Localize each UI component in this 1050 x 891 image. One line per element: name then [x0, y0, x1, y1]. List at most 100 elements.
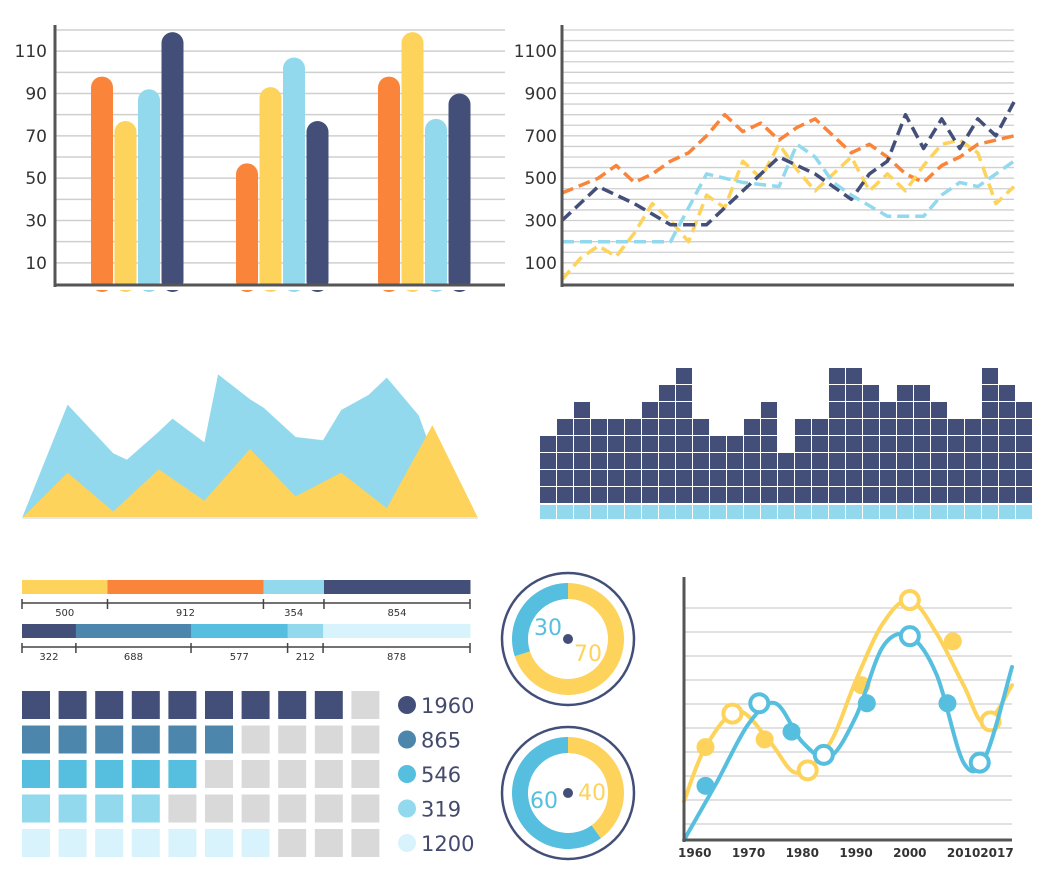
donut-slice — [511, 737, 601, 850]
block-cell — [574, 402, 590, 418]
block-cell — [659, 419, 675, 435]
grid-square — [351, 794, 380, 823]
base-cell — [778, 505, 794, 519]
block-cell — [557, 419, 573, 435]
block-cell — [659, 436, 675, 452]
segment-label: 500 — [55, 608, 74, 619]
block-cell — [965, 470, 981, 486]
block-cell — [540, 487, 556, 503]
block-cell — [914, 402, 930, 418]
donut-chart-60-40: 60 40 — [500, 725, 636, 861]
data-point — [857, 694, 876, 713]
base-cell — [744, 505, 760, 519]
bar — [91, 76, 113, 292]
grid-square — [314, 725, 343, 754]
grid-square — [351, 829, 380, 857]
grid-square — [168, 760, 197, 788]
grid-square — [131, 829, 160, 857]
grid-square — [314, 829, 343, 857]
block-cell — [625, 453, 641, 469]
stacked-segment — [75, 624, 192, 638]
block-cell — [778, 453, 794, 469]
block-cell — [642, 419, 658, 435]
block-cell — [642, 487, 658, 503]
donut-slice — [512, 583, 568, 657]
block-cell — [744, 487, 760, 503]
block-cell — [1016, 436, 1032, 452]
segment-label: 212 — [296, 652, 315, 663]
block-cell — [982, 368, 998, 384]
grid-square — [131, 760, 160, 788]
axis-mask — [53, 284, 505, 290]
legend-dot — [398, 730, 416, 749]
block-cell — [676, 487, 692, 503]
grid-square — [22, 760, 50, 788]
bar — [138, 89, 160, 293]
data-point — [755, 730, 774, 749]
block-cell — [744, 436, 760, 452]
block-cell — [931, 436, 947, 452]
grid-square — [205, 725, 233, 754]
block-cell — [863, 385, 879, 401]
grid-square — [351, 691, 380, 719]
legend-value: 1960 — [421, 694, 474, 718]
base-cell — [659, 505, 675, 519]
bar — [236, 163, 258, 292]
grid-square — [241, 794, 270, 823]
block-cell — [795, 487, 811, 503]
block-cell — [727, 453, 743, 469]
y-tick-label: 10 — [25, 254, 47, 274]
block-cell — [744, 470, 760, 486]
block-cell — [1016, 419, 1032, 435]
bar — [425, 118, 447, 293]
block-cell — [608, 487, 624, 503]
block-cell — [608, 453, 624, 469]
segment-label: 354 — [284, 608, 303, 619]
block-cell — [846, 487, 862, 503]
block-cell — [863, 436, 879, 452]
block-cell — [863, 419, 879, 435]
y-tick-label: 30 — [25, 212, 47, 232]
block-cell — [897, 385, 913, 401]
grid-square — [314, 760, 343, 788]
block-cell — [829, 419, 845, 435]
grid-square — [278, 829, 307, 857]
grid-square — [131, 794, 160, 823]
grid-square — [241, 691, 270, 719]
block-cell — [982, 385, 998, 401]
grid-square — [22, 794, 50, 823]
bar — [401, 32, 424, 292]
block-cell — [829, 470, 845, 486]
block-cell — [659, 470, 675, 486]
block-cell — [863, 470, 879, 486]
block-cell — [557, 487, 573, 503]
block-cell — [676, 436, 692, 452]
grid-square — [351, 725, 380, 754]
donut-label: 40 — [578, 781, 606, 806]
base-cell — [574, 505, 590, 519]
square-grid-chart: 1960 865 546 319 1200 — [22, 691, 474, 857]
block-cell — [948, 453, 964, 469]
grid-square — [241, 760, 270, 788]
y-tick-label: 90 — [25, 85, 47, 105]
block-cell — [812, 487, 828, 503]
block-cell — [914, 487, 930, 503]
block-cell — [931, 453, 947, 469]
block-cell — [727, 436, 743, 452]
segment-label: 912 — [176, 608, 195, 619]
base-cell — [761, 505, 777, 519]
donut-chart-30-70: 30 70 — [500, 571, 636, 707]
block-cell — [761, 487, 777, 503]
data-point — [898, 589, 921, 612]
block-cell — [676, 385, 692, 401]
block-cell — [846, 436, 862, 452]
block-cell — [761, 470, 777, 486]
block-cell — [795, 436, 811, 452]
base-cell — [863, 505, 879, 519]
block-cell — [557, 436, 573, 452]
block-cell — [676, 453, 692, 469]
block-cell — [914, 385, 930, 401]
grid-square — [241, 829, 270, 857]
series-line — [561, 112, 1015, 195]
stacked-segment — [287, 624, 324, 638]
